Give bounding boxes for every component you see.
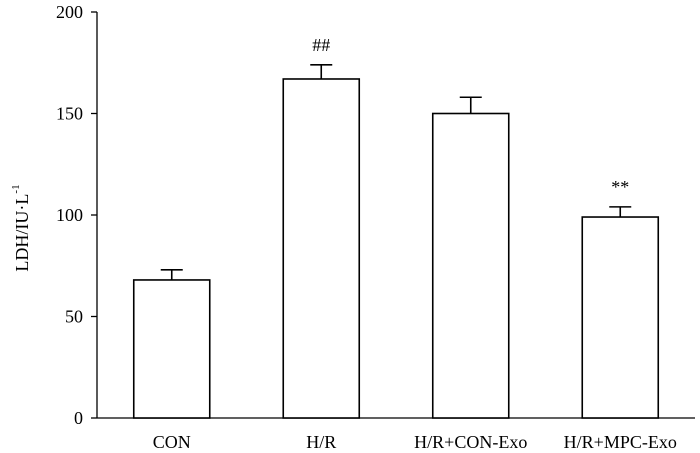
bar-2: [431, 112, 510, 419]
y-axis-label-text: LDH/IU·L: [12, 194, 32, 272]
y-tick-label-100: 100: [56, 205, 83, 225]
category-label-2: H/R+CON-Exo: [414, 432, 527, 452]
y-tick-label-200: 200: [56, 2, 83, 22]
significance-mark-1: ##: [312, 35, 330, 55]
category-label-1: H/R: [306, 432, 336, 452]
y-axis-label: LDH/IU·L-1: [10, 184, 32, 271]
significance-mark-3: **: [611, 177, 629, 197]
category-label-0: CON: [153, 432, 191, 452]
category-label-3: H/R+MPC-Exo: [564, 432, 677, 452]
y-axis-label-superscript: -1: [10, 184, 22, 193]
svg-text:LDH/IU·L-1: LDH/IU·L-1: [10, 184, 32, 271]
bar-1: [282, 78, 361, 419]
bars: [132, 78, 660, 419]
bar-3: [581, 216, 660, 419]
y-tick-label-50: 50: [65, 307, 83, 327]
bar-0: [132, 279, 211, 419]
y-tick-label-0: 0: [74, 408, 83, 428]
y-axis-ticks: 0 50 100 150 200: [56, 2, 97, 428]
error-bars: [160, 63, 632, 280]
category-labels: CON H/R H/R+CON-Exo H/R+MPC-Exo: [153, 432, 677, 452]
significance-marks: ## **: [312, 35, 629, 197]
y-tick-label-150: 150: [56, 104, 83, 124]
